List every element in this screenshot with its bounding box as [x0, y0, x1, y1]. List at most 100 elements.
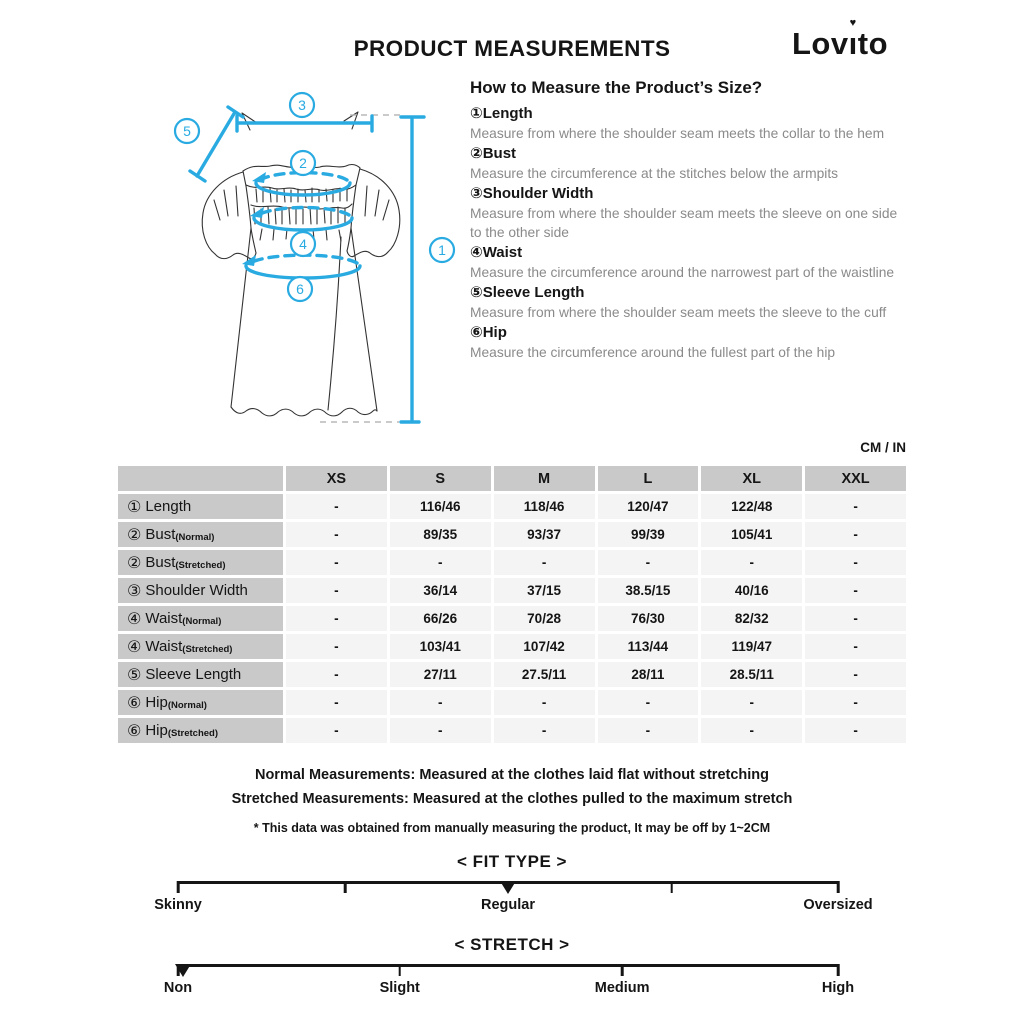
scale-label: Oversized — [803, 897, 873, 913]
size-column-header: XXL — [805, 466, 906, 491]
scale-marker-icon — [175, 964, 192, 977]
measurement-cell: - — [701, 550, 803, 575]
measurement-cell: 107/42 — [493, 634, 595, 659]
measurement-cell: - — [805, 550, 906, 575]
guide-item-label: ⑥Hip — [470, 323, 507, 341]
measurement-cell: - — [597, 718, 699, 743]
size-column-header: XS — [286, 466, 387, 491]
guide-item-label: ③Shoulder Width — [470, 184, 594, 202]
measurement-cell: - — [805, 578, 906, 603]
row-label-text: Sleeve Length — [145, 666, 242, 683]
sleeve-length-line — [188, 105, 245, 183]
row-label-subscript: (Normal) — [175, 532, 215, 543]
scale-tick — [176, 881, 180, 893]
guide-item: ④Waist Measure the circumference around t… — [470, 243, 910, 283]
measurement-cell: - — [389, 550, 491, 575]
row-label: ① Length — [118, 494, 283, 519]
scale-label: Slight — [379, 980, 420, 996]
guide-item-desc: Measure the circumference at the stitche… — [470, 165, 839, 181]
row-label-text: Hip — [145, 722, 168, 739]
measurement-cell: 122/48 — [701, 494, 803, 519]
row-label-text: Waist — [145, 610, 183, 627]
measurement-cell: - — [286, 578, 387, 603]
scale-marker-icon — [500, 881, 516, 894]
guide-item-label: ⑤Sleeve Length — [470, 283, 585, 301]
row-number-icon: ④ — [127, 610, 142, 628]
measurement-cell: - — [597, 550, 699, 575]
bust-ellipse-solid — [254, 181, 352, 197]
measurement-cell: - — [701, 718, 803, 743]
skirt-sides — [230, 227, 378, 412]
scale-label: Regular — [481, 897, 535, 913]
row-number-icon: ④ — [127, 638, 142, 656]
measurement-cell: 38.5/15 — [597, 578, 699, 603]
measurement-cell: - — [805, 718, 906, 743]
measurement-cell: 28/11 — [597, 662, 699, 687]
measurement-cell: 36/14 — [389, 578, 491, 603]
callout-shoulder: 3 — [298, 97, 306, 113]
row-label-subscript: (Normal) — [167, 700, 207, 711]
row-number-icon: ⑥ — [127, 722, 142, 740]
fit-type-scale — [176, 881, 840, 897]
ellipse-arrowheads — [242, 172, 266, 266]
size-column-header: XL — [701, 466, 803, 491]
row-label-subscript: (Stretched) — [175, 560, 226, 571]
measurement-cell: 105/41 — [701, 522, 803, 547]
scale-label: High — [821, 980, 855, 996]
brand-logo: Lov ♥ ıto — [792, 18, 888, 62]
guide-item-desc: Measure the circumference around the ful… — [470, 344, 836, 360]
measurement-cell: - — [286, 550, 387, 575]
guide-item: ③Shoulder Width Measure from where the sh… — [470, 184, 910, 244]
size-column-header: S — [389, 466, 491, 491]
dress-illustration — [201, 111, 401, 417]
page-title: PRODUCT MEASUREMENTS — [353, 36, 671, 61]
scale-label: Non — [163, 980, 193, 996]
measure-guide: How to Measure the Product’s Size? ①Leng… — [470, 78, 910, 363]
measurement-cell: - — [286, 494, 387, 519]
row-number-icon: ② — [127, 526, 142, 544]
measurement-cell: 113/44 — [597, 634, 699, 659]
measurement-cell: 76/30 — [597, 606, 699, 631]
guide-item: ⑤Sleeve Length Measure from where the sho… — [470, 283, 910, 323]
measurement-cell: - — [805, 494, 906, 519]
guide-item-desc: Measure from where the shoulder seam mee… — [470, 126, 885, 141]
dress-measurement-diagram: 3 5 2 4 6 1 — [173, 91, 456, 424]
hip-ellipse-solid — [244, 264, 362, 280]
row-label: ⑥ Hip (Normal) — [118, 690, 283, 715]
measurement-cell: 99/39 — [597, 522, 699, 547]
row-label-text: Bust — [145, 554, 176, 571]
left-sleeve — [201, 171, 244, 255]
right-sleeve — [359, 168, 401, 253]
row-label-text: Length — [145, 498, 192, 515]
measurement-cell: - — [805, 662, 906, 687]
measurement-cell: - — [286, 606, 387, 631]
callout-bust: 2 — [299, 155, 307, 171]
waist-ellipse-dashed — [258, 205, 351, 217]
row-number-icon: ① — [127, 498, 142, 516]
row-number-icon: ③ — [127, 582, 142, 600]
unit-label: CM / IN — [860, 440, 906, 455]
scale-tick — [836, 964, 840, 976]
row-label-text: Bust — [145, 526, 176, 543]
scale-tick — [620, 964, 624, 976]
measurement-cell: 103/41 — [389, 634, 491, 659]
measurement-cell: 116/46 — [389, 494, 491, 519]
row-label: ④ Waist (Stretched) — [118, 634, 283, 659]
row-number-icon: ⑥ — [127, 694, 142, 712]
measurement-cell: 66/26 — [389, 606, 491, 631]
row-label-text: Waist — [145, 638, 183, 655]
measurement-cell: - — [701, 690, 803, 715]
stretch-scale — [175, 964, 840, 980]
guide-item: ②Bust Measure the circumference at the st… — [470, 144, 910, 184]
guide-item: ⑥Hip Measure the circumference around the… — [470, 323, 910, 363]
brand-logo-pre: Lov — [792, 26, 849, 61]
measurement-cell: 119/47 — [701, 634, 803, 659]
scale-tick — [398, 964, 402, 976]
fit-type-heading: < FIT TYPE > — [457, 852, 567, 871]
measurement-cell: - — [493, 718, 595, 743]
guide-item: ①Length Measure from where the shoulder s… — [470, 104, 910, 144]
measurement-cell: 89/35 — [389, 522, 491, 547]
callout-length: 1 — [438, 242, 446, 258]
row-label-text: Shoulder Width — [145, 582, 248, 599]
row-label: ⑤ Sleeve Length — [118, 662, 283, 687]
